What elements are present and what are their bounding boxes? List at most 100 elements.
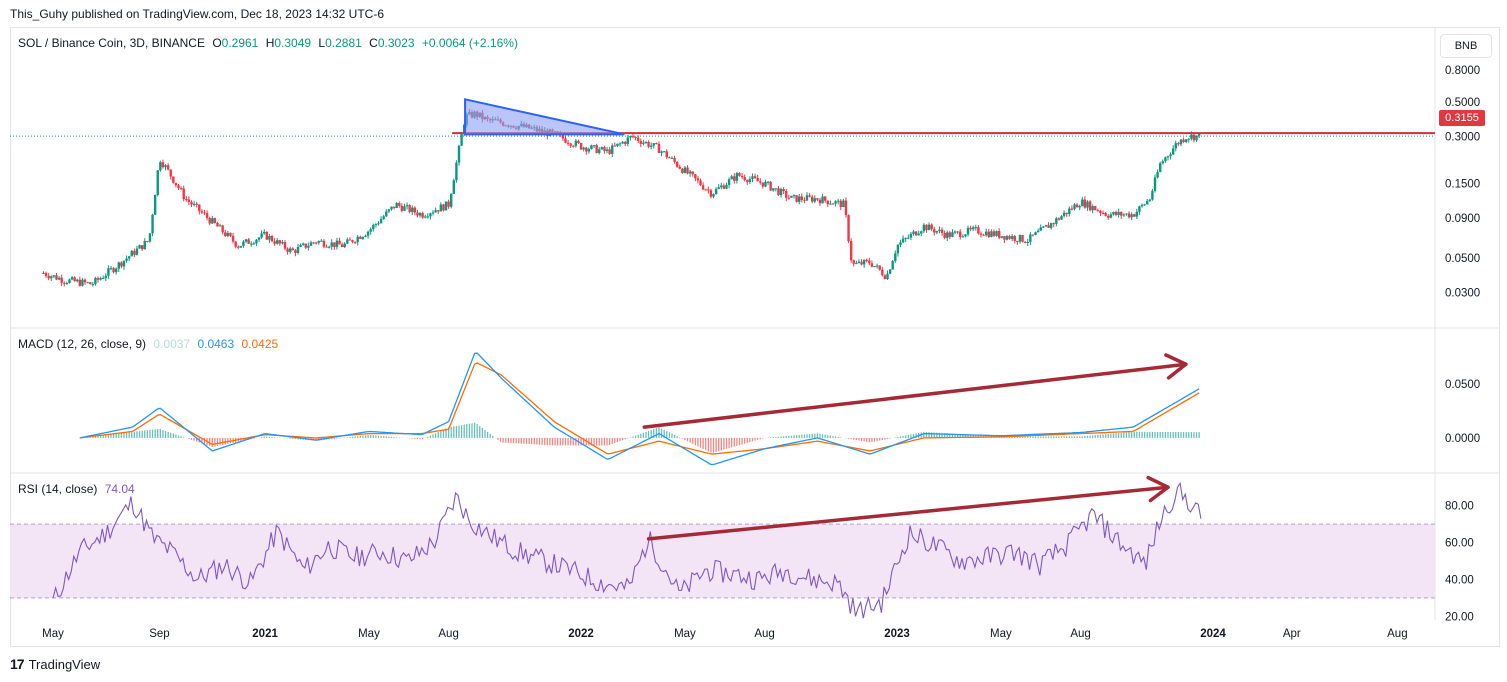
candle-body	[852, 260, 855, 264]
candle-body	[894, 253, 897, 262]
candle-body	[346, 239, 349, 244]
candle-body	[1177, 143, 1180, 145]
high-value: 0.3049	[274, 36, 312, 50]
candle-body	[431, 212, 435, 214]
candle-body	[408, 205, 411, 213]
candle-body	[1166, 156, 1170, 158]
candle-body	[964, 234, 967, 237]
candle-body	[712, 194, 715, 197]
candle-body	[572, 145, 575, 147]
candle-body	[940, 229, 944, 234]
candle-body	[992, 231, 996, 236]
candle-body	[330, 242, 333, 247]
candle-body	[686, 167, 689, 174]
price-tick-label: 0.0500	[1445, 253, 1480, 265]
candle-body	[239, 245, 243, 248]
currency-button[interactable]: BNB	[1440, 34, 1492, 58]
candle-body	[862, 259, 866, 265]
candle-body	[161, 162, 165, 168]
candle-body	[47, 276, 50, 279]
candle-body	[1023, 241, 1027, 243]
open-value: 0.2961	[221, 36, 259, 50]
candle-body	[951, 232, 954, 237]
candle-body	[76, 279, 79, 282]
candle-body	[1192, 134, 1196, 141]
candle-body	[585, 147, 588, 152]
candle-body	[969, 227, 972, 230]
candle-body	[746, 180, 749, 183]
candle-body	[979, 233, 983, 235]
candle-body	[1164, 157, 1167, 162]
candle-body	[805, 195, 809, 201]
candle-body	[644, 141, 648, 143]
last-price-badge: 0.3155	[1439, 110, 1485, 126]
candle-body	[379, 219, 383, 224]
candle-body	[179, 188, 183, 190]
candle-body	[263, 231, 266, 234]
candle-body	[933, 229, 936, 233]
candle-body	[1125, 213, 1128, 215]
close-value: 0.3023	[377, 36, 415, 50]
rsi-trend-arrow-head	[1146, 475, 1170, 503]
candle-body	[600, 147, 604, 150]
candle-body	[634, 136, 637, 138]
candle-body	[1065, 212, 1068, 215]
candle-body	[107, 268, 110, 276]
change-value: +0.0064 (+2.16%)	[421, 36, 518, 50]
candle-body	[673, 157, 676, 162]
price-tick-label: 0.1500	[1445, 179, 1480, 191]
macd-trend-arrow	[642, 362, 1188, 429]
candle-body	[574, 140, 578, 146]
candle-body	[668, 157, 671, 159]
candle-body	[587, 149, 591, 152]
rsi-band	[10, 524, 1435, 598]
candle-body	[1060, 216, 1063, 220]
candle-body	[89, 282, 92, 285]
footer-brand[interactable]: 17 TradingView	[10, 656, 100, 672]
rsi-tick-label: 20.00	[1445, 611, 1474, 623]
candle-body	[265, 231, 269, 240]
footer-brand-label: TradingView	[28, 656, 101, 672]
candle-body	[109, 268, 113, 270]
candle-body	[296, 246, 300, 253]
candle-body	[1153, 177, 1157, 191]
candle-body	[231, 235, 235, 242]
candle-body	[1086, 201, 1089, 208]
x-tick-label: Aug	[1387, 628, 1407, 640]
candle-body	[1109, 214, 1113, 218]
candle-body	[322, 240, 326, 247]
candle-body	[299, 244, 302, 247]
candle-body	[743, 177, 746, 181]
candle-body	[42, 273, 45, 275]
candle-body	[665, 151, 668, 158]
candle-body	[720, 185, 723, 188]
candle-body	[1034, 232, 1037, 235]
candle-body	[1146, 200, 1149, 205]
candle-body	[151, 214, 154, 234]
candle-body	[268, 235, 271, 240]
candle-body	[865, 259, 868, 261]
candle-body	[759, 181, 762, 183]
candle-body	[740, 175, 744, 178]
candle-body	[642, 142, 645, 144]
candle-body	[122, 260, 126, 267]
candle-body	[281, 242, 284, 244]
candle-body	[873, 266, 876, 268]
x-tick-label: 2024	[1200, 628, 1226, 640]
candle-body	[782, 188, 785, 191]
macd-value: 0.0463	[197, 337, 235, 351]
price-tick-label: 0.3000	[1445, 132, 1480, 144]
candle-body	[1158, 163, 1162, 172]
candle-body	[177, 185, 180, 189]
candle-body	[844, 200, 848, 216]
candle-body	[772, 188, 775, 191]
candle-body	[1179, 139, 1183, 145]
candle-body	[1036, 230, 1040, 233]
candle-body	[688, 171, 692, 174]
candle-body	[912, 231, 915, 234]
candle-body	[252, 243, 256, 245]
candle-body	[860, 261, 863, 265]
candle-body	[96, 277, 100, 280]
candle-body	[704, 189, 707, 191]
